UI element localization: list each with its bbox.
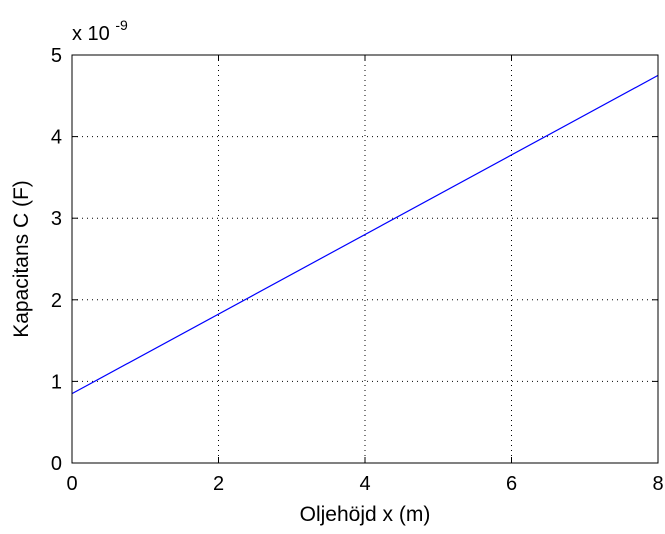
- series-line: [71, 74, 659, 395]
- y-tick-label: 0: [51, 453, 62, 475]
- y-axis-tick-labels: 0 1 2 3 4 5: [51, 45, 62, 475]
- x-tick-label: 0: [66, 473, 77, 495]
- series-group: [71, 74, 659, 395]
- x-tick-label: 4: [359, 473, 370, 495]
- y-tick-label: 3: [51, 208, 62, 230]
- y-tick-label: 5: [51, 45, 62, 67]
- x-axis-label: Oljehöjd x (m): [300, 503, 431, 526]
- x-tick-label: 6: [506, 473, 517, 495]
- plot-background: [72, 55, 658, 463]
- x-tick-label: 8: [652, 473, 663, 495]
- y-axis-label: Kapacitans C (F): [10, 180, 33, 338]
- x-tick-label: 2: [213, 473, 224, 495]
- y-tick-label: 4: [51, 127, 62, 149]
- y-tick-label: 2: [51, 290, 62, 312]
- y-exponent-power: -9: [115, 17, 128, 33]
- grid-lines: [72, 55, 658, 463]
- plot-frame: [71, 54, 659, 464]
- y-exponent-label: x 10 -9: [72, 17, 128, 45]
- x-axis-tick-labels: 0 2 4 6 8: [66, 473, 663, 495]
- y-exponent-prefix: x 10: [72, 23, 110, 45]
- y-tick-label: 1: [51, 371, 62, 393]
